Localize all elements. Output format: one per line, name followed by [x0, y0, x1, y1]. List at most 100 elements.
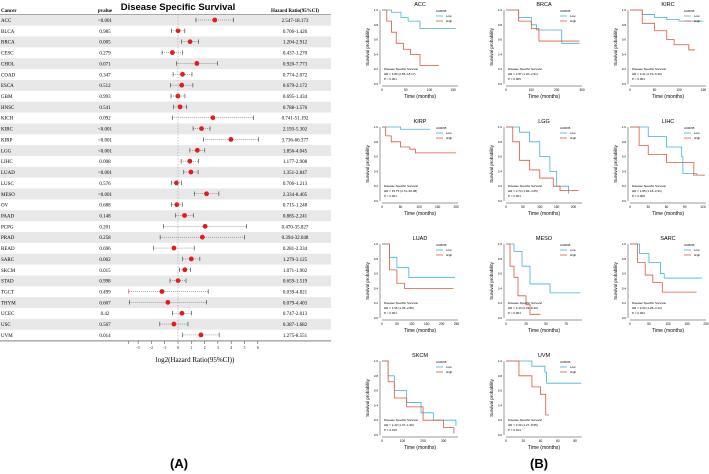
x-tick-label: -2 — [150, 346, 153, 350]
pvalue-cell: 0.998 — [99, 280, 111, 285]
y-tick-label: 0.0 — [374, 199, 379, 203]
x-tick-label: 0 — [381, 205, 383, 209]
hr-point — [179, 82, 185, 88]
legend-label-low: Low — [446, 365, 452, 369]
x-tick-label: 300 — [579, 88, 585, 92]
km-curve-low — [506, 360, 582, 384]
y-tick-label: 0.4 — [498, 403, 503, 407]
x-tick-label: 0 — [381, 88, 383, 92]
hr-point — [188, 169, 194, 175]
p-value-text: P < 0.001 — [508, 311, 521, 315]
y-tick-label: 0.8 — [498, 257, 503, 261]
km-plot-acc: ACC Survival probability 0.0 0.2 0.4 0.6 0.8 1.… — [365, 2, 458, 100]
y-axis-label: Survival probability — [489, 378, 494, 417]
y-tick-label: 0.2 — [622, 301, 627, 305]
hr-point — [198, 332, 204, 338]
hr-cell: 0.741-51.192 — [282, 117, 309, 122]
x-axis-label: Time (months) — [528, 94, 560, 100]
pvalue-cell: 0.002 — [99, 258, 111, 263]
pvalue-cell: 0.347 — [99, 73, 111, 78]
col-header-cancer: Cancer — [1, 9, 17, 14]
x-tick-label: 100 — [409, 322, 415, 326]
cancer-label: PRAD — [1, 236, 15, 241]
pvalue-cell: 0.688 — [99, 204, 111, 209]
x-tick-label: 20 — [521, 439, 525, 443]
x-tick-label: 50 — [399, 205, 403, 209]
y-axis-label: Survival probability — [613, 27, 618, 66]
hr-text: HR = 3.30 (1.27−8.55) — [508, 423, 538, 427]
hr-cell: 1.351-2.847 — [283, 171, 308, 176]
legend-label-low: Low — [446, 131, 452, 135]
legend-label-high: High — [570, 136, 577, 140]
x-axis-label: Time (months) — [652, 211, 684, 217]
pvalue-cell: 0.696 — [99, 247, 111, 252]
y-tick-label: 0.6 — [498, 389, 503, 393]
y-tick-label: 1.0 — [622, 242, 627, 246]
y-tick-label: 1.0 — [622, 125, 627, 129]
pvalue-cell: <0.001 — [98, 171, 113, 176]
hr-cell: 2.193-5.302 — [283, 128, 308, 133]
cancer-label: MESO — [1, 193, 15, 198]
x-tick-label: 0 — [381, 439, 383, 443]
km-curve-high — [630, 9, 696, 51]
pvalue-cell: <0.001 — [98, 128, 113, 133]
x-tick-label: 50 — [653, 88, 657, 92]
x-axis-label: Time (months) — [404, 445, 436, 451]
hr-point — [175, 28, 181, 34]
pvalue-cell: <0.001 — [98, 149, 113, 154]
pvalue-cell: 0.576 — [99, 182, 111, 187]
legend-title: AURKB — [560, 126, 570, 130]
x-tick-label: 50 — [647, 322, 651, 326]
hr-point — [212, 17, 218, 23]
y-tick-label: 0.0 — [622, 316, 627, 320]
hr-cell: 0.394-32.048 — [282, 236, 309, 241]
km-title: LGG — [538, 119, 550, 125]
y-tick-label: 0.6 — [374, 272, 379, 276]
cancer-label: KIRP — [1, 138, 13, 143]
row-band — [0, 101, 331, 113]
p-value-text: P < 0.001 — [632, 77, 645, 81]
y-tick-label: 0.6 — [498, 272, 503, 276]
hr-cell: 3.736-66.377 — [282, 138, 309, 143]
km-curve-high — [382, 126, 457, 154]
pvalue-cell: 0.499 — [99, 291, 111, 296]
stat-title: Disease Specific Survival — [384, 184, 418, 188]
hr-point — [228, 137, 234, 142]
hr-point — [174, 180, 179, 186]
y-tick-label: 0.2 — [374, 184, 379, 188]
x-tick-label: 300 — [441, 439, 447, 443]
x-tick-label: 200 — [453, 205, 459, 209]
stat-title: Disease Specific Survival — [508, 418, 542, 422]
y-tick-label: 0.0 — [374, 433, 379, 437]
stat-title: Disease Specific Survival — [384, 67, 418, 71]
km-curve-low — [630, 126, 698, 176]
row-band — [0, 275, 331, 287]
panel-label-a: (A) — [170, 456, 189, 471]
y-tick-label: 1.0 — [498, 8, 503, 12]
pvalue-cell: 0.567 — [99, 323, 111, 328]
row-band — [0, 210, 331, 222]
x-axis-label: log2(Hazard Ratio(95%CI)) — [156, 356, 235, 364]
pvalue-cell: 0.092 — [99, 117, 111, 122]
pvalue-cell: <0.001 — [98, 193, 113, 198]
legend-title: AURKB — [684, 126, 694, 130]
y-tick-label: 0.8 — [498, 23, 503, 27]
y-axis-label: Survival probability — [365, 378, 370, 417]
legend-label-low: Low — [446, 248, 452, 252]
p-value-text: P = 0.015 — [384, 428, 397, 432]
pvalue-cell: 0.541 — [99, 106, 111, 111]
x-tick-label: 0 — [381, 322, 383, 326]
legend-label-low: Low — [694, 248, 700, 252]
p-value-text: P < 0.001 — [384, 311, 397, 315]
hr-cell: 1.856-4.045 — [283, 149, 308, 154]
cancer-label: LIHC — [1, 160, 13, 165]
y-tick-label: 0.0 — [622, 199, 627, 203]
km-curve-high — [506, 9, 580, 42]
legend-label-low: Low — [570, 14, 576, 18]
hr-cell: 0.706-1.213 — [283, 182, 308, 187]
x-tick-label: 100 — [529, 88, 535, 92]
col-header-pvalue: pvalue — [98, 9, 113, 14]
hr-point — [180, 71, 185, 77]
x-tick-label: 0 — [629, 322, 631, 326]
hr-cell: 0.281-2.334 — [283, 247, 308, 252]
